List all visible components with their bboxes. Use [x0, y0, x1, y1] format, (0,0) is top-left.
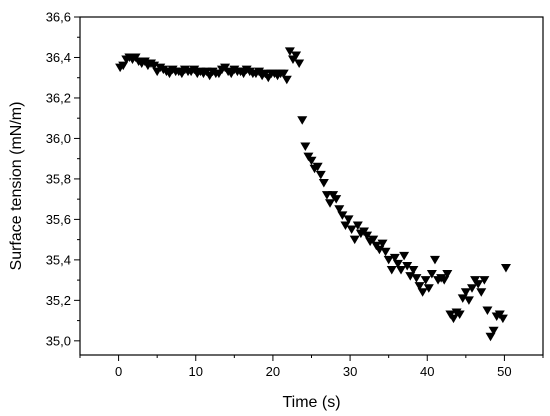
y-tick-label: 35,4 [46, 252, 71, 267]
x-tick-label: 30 [343, 364, 357, 379]
y-tick-label: 35,8 [46, 171, 71, 186]
data-point [315, 170, 326, 180]
data-point [325, 199, 336, 208]
data-point [340, 221, 351, 230]
y-tick-label: 36,2 [46, 90, 71, 105]
data-point [467, 284, 478, 293]
y-tick-label: 36,6 [46, 10, 71, 25]
plot-frame [79, 16, 544, 356]
data-point [380, 247, 391, 257]
data-point [473, 280, 484, 289]
x-axis-title: Time (s) [282, 394, 340, 411]
data-point [463, 296, 474, 305]
data-point [294, 59, 305, 69]
x-tick-labels: 0 10 20 30 40 50 [115, 364, 512, 379]
data-point [346, 225, 357, 235]
data-point [439, 276, 450, 285]
data-point [411, 274, 422, 283]
data-point [479, 276, 490, 285]
data-point [377, 239, 388, 249]
data-point [500, 263, 511, 273]
data-point [368, 235, 379, 245]
data-point [281, 75, 292, 85]
y-tick-label: 36,4 [46, 50, 71, 65]
data-point [383, 255, 394, 265]
data-point [389, 253, 400, 263]
data-point [414, 282, 425, 291]
data-point [423, 284, 434, 293]
data-point [482, 306, 493, 315]
data-point [352, 221, 363, 230]
y-tick-label: 35,0 [46, 333, 71, 348]
y-tick-label: 35,2 [46, 293, 71, 308]
data-point [442, 270, 453, 279]
data-point [402, 261, 413, 271]
data-point [349, 235, 360, 245]
x-tick-label: 0 [115, 364, 122, 379]
axis-ticks [74, 16, 544, 361]
y-tick-label: 35,6 [46, 212, 71, 227]
data-point [291, 51, 302, 60]
data-point [420, 276, 431, 285]
data-point [426, 270, 437, 279]
data-point [306, 156, 317, 166]
data-point [448, 314, 459, 324]
data-point [300, 142, 311, 152]
data-point [485, 332, 496, 342]
data-point [284, 47, 295, 56]
x-tick-label: 50 [497, 364, 511, 379]
data-points [115, 47, 511, 342]
data-point [278, 69, 289, 79]
plot-axes [79, 16, 544, 356]
data-point [297, 116, 308, 125]
data-point [343, 215, 354, 224]
data-point [429, 255, 440, 265]
y-tick-label: 36,0 [46, 131, 71, 146]
data-point [312, 162, 323, 172]
x-tick-label: 10 [189, 364, 203, 379]
data-point [392, 259, 403, 269]
data-point [396, 265, 407, 275]
y-tick-labels: 35,0 35,2 35,4 35,6 35,8 36,0 36,2 36,4 36,6 [46, 10, 71, 349]
data-point [331, 195, 342, 204]
data-point [476, 288, 487, 297]
y-axis-title: Surface tension (mN/m) [8, 102, 25, 271]
data-point [386, 265, 397, 275]
data-point [497, 314, 508, 324]
data-point [118, 61, 129, 71]
x-tick-label: 40 [420, 364, 434, 379]
data-point [399, 251, 410, 261]
x-tick-label: 20 [266, 364, 280, 379]
data-point [337, 211, 348, 220]
data-point [417, 288, 428, 297]
data-point [318, 178, 329, 188]
data-point [488, 326, 499, 336]
data-point [408, 265, 419, 275]
data-point [362, 231, 373, 241]
data-point [460, 288, 471, 297]
data-point [454, 310, 465, 320]
data-point [334, 205, 345, 214]
